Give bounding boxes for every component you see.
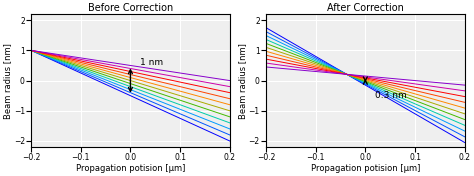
Y-axis label: Beam radius [nm]: Beam radius [nm] <box>3 43 12 118</box>
Y-axis label: Beam radius [nm]: Beam radius [nm] <box>238 43 247 118</box>
Text: 0.3 nm: 0.3 nm <box>375 91 407 100</box>
X-axis label: Propagation potision [μm]: Propagation potision [μm] <box>76 164 185 173</box>
X-axis label: Propagation potision [μm]: Propagation potision [μm] <box>310 164 420 173</box>
Title: After Correction: After Correction <box>327 3 404 13</box>
Title: Before Correction: Before Correction <box>88 3 173 13</box>
Text: 1 nm: 1 nm <box>140 58 164 67</box>
